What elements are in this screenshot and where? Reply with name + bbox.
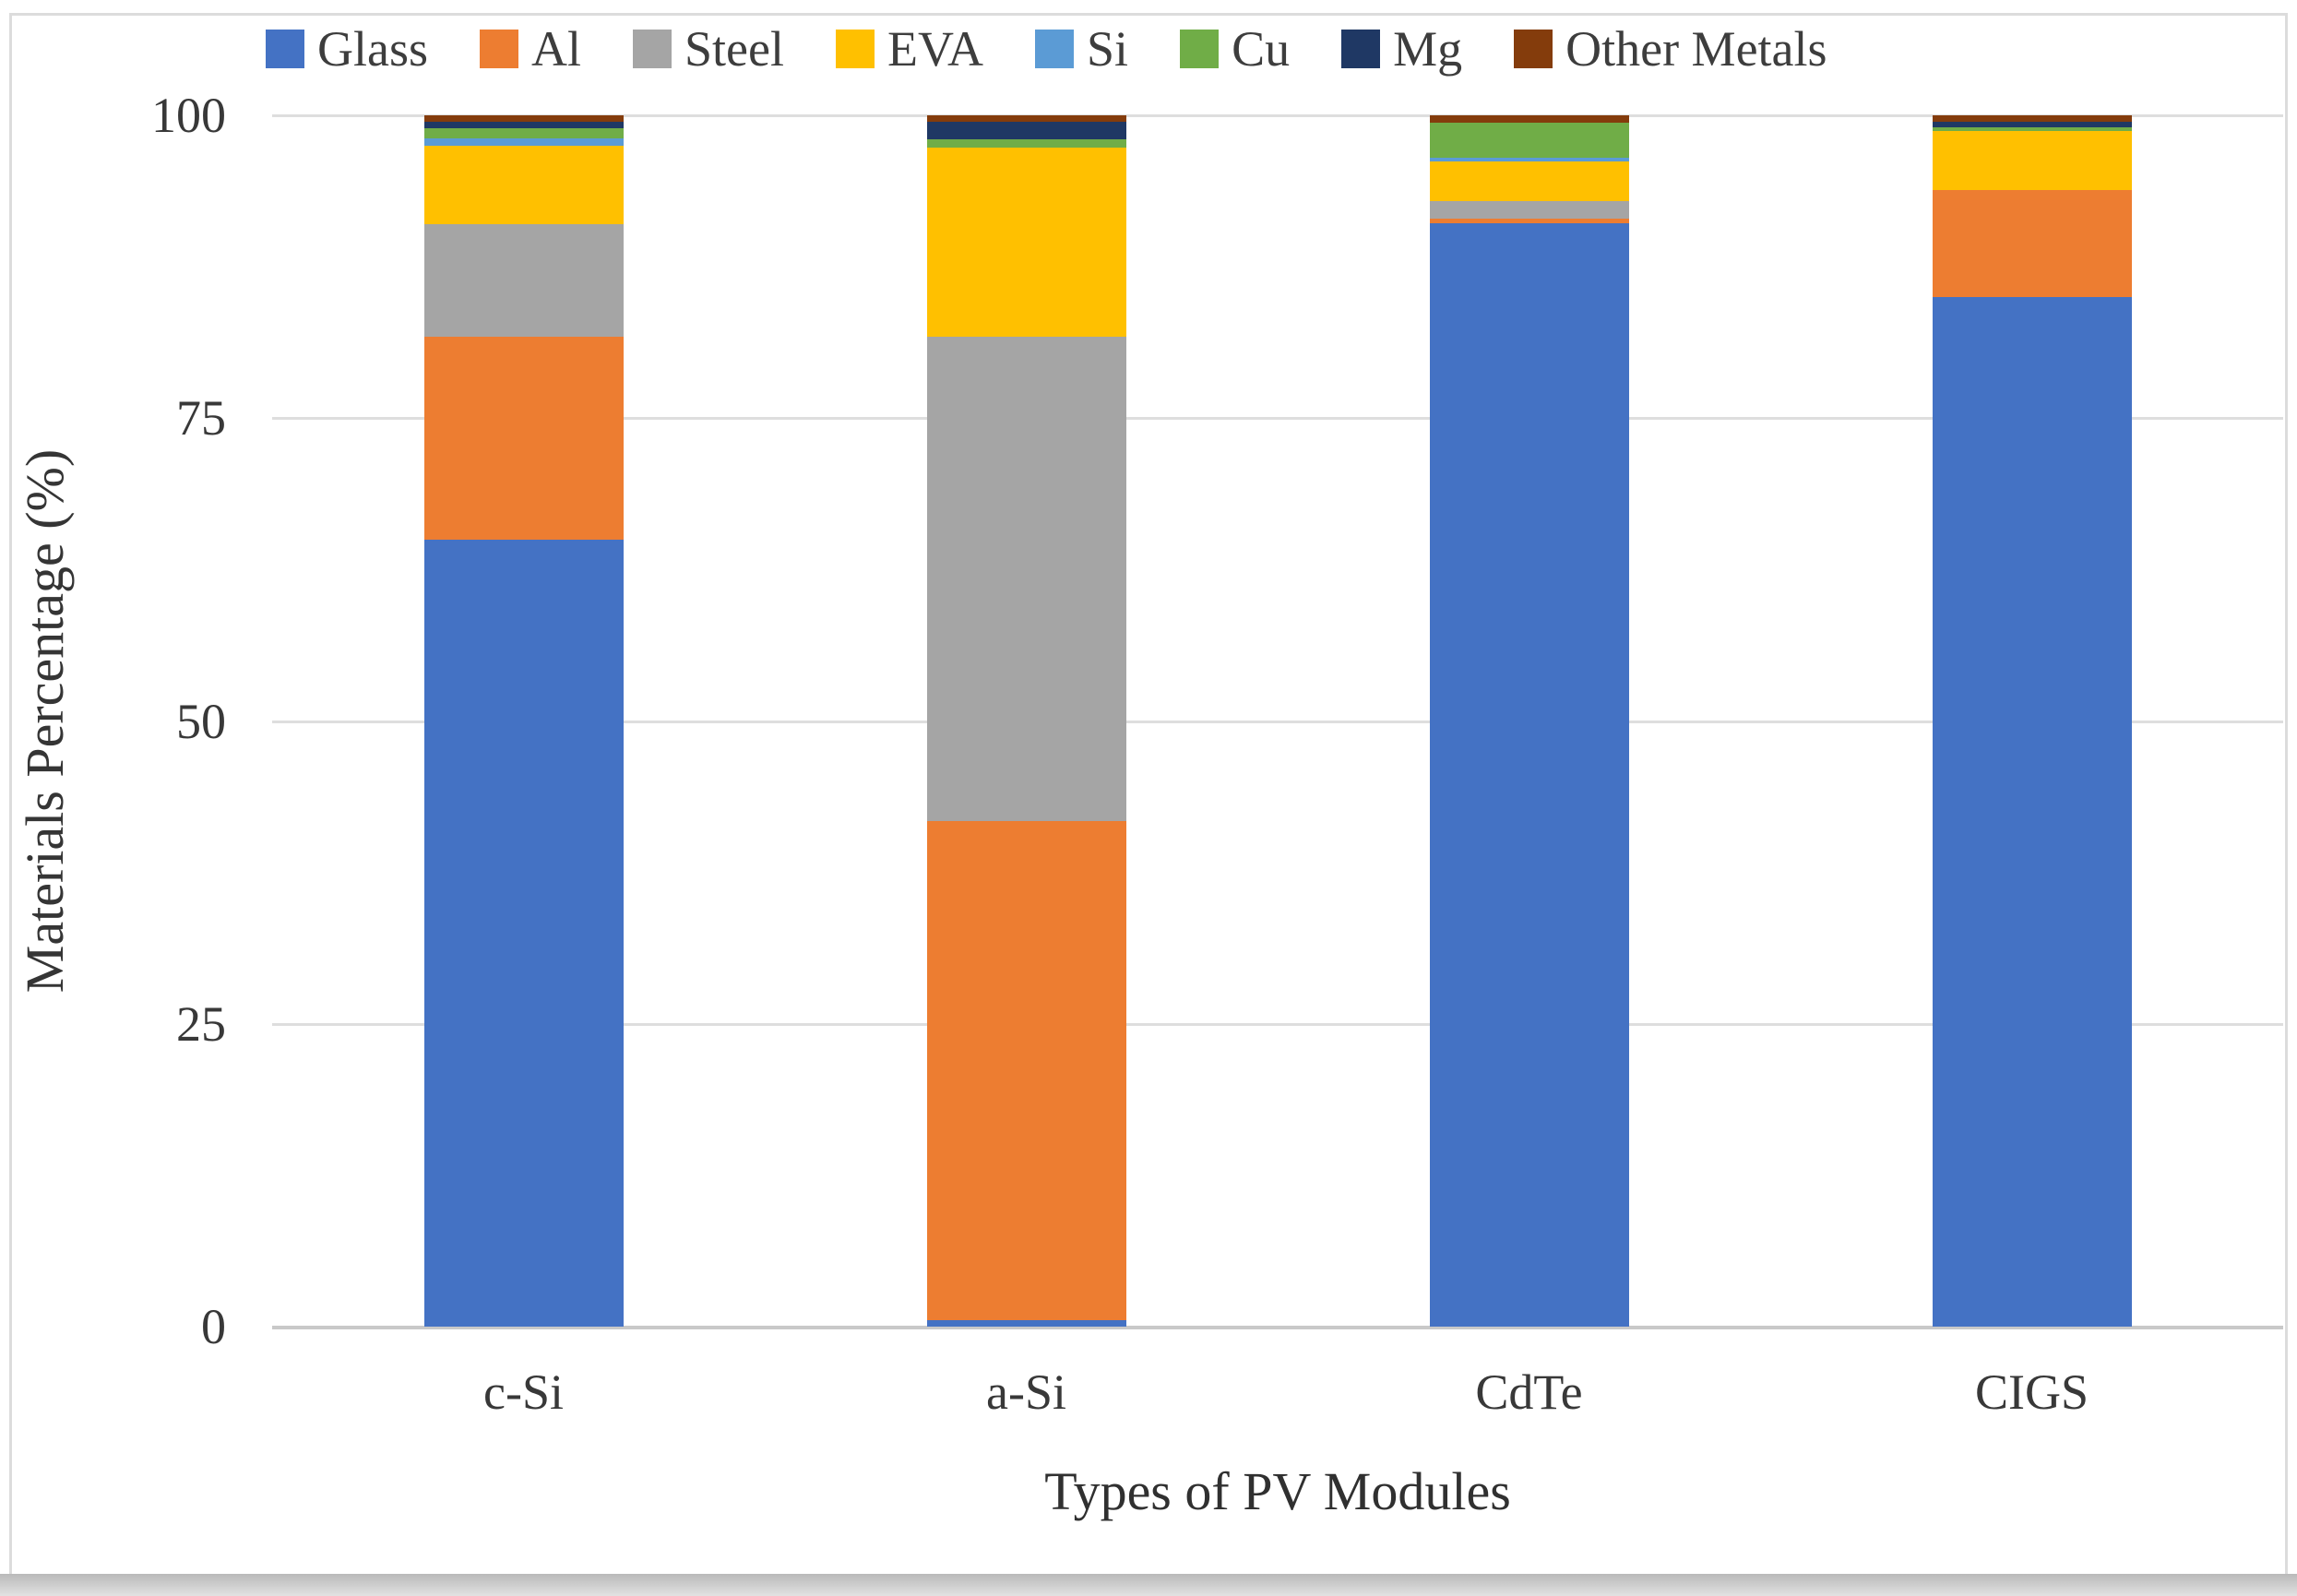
plot-area (272, 114, 2283, 1329)
bar-segment-c-si-other-metals (423, 115, 624, 122)
legend-label: Glass (317, 21, 428, 77)
bar-segment-cigs-other-metals (1932, 115, 2132, 122)
legend-swatch-icon (1035, 30, 1075, 68)
legend-item-al: Al (480, 24, 581, 74)
y-axis-title: Materials Percentage (%) (13, 115, 77, 1327)
y-tick-label-75: 75 (176, 390, 226, 447)
legend-swatch-icon (1514, 30, 1553, 68)
legend-label: Si (1087, 21, 1129, 77)
legend-item-other-metals: Other Metals (1514, 24, 1827, 74)
legend-label: Cu (1232, 21, 1291, 77)
bar-segment-c-si-cu (423, 128, 624, 138)
legend-swatch-icon (1180, 30, 1220, 68)
bar-segment-cdte-si (1429, 157, 1629, 161)
chart-legend: Glass Al Steel EVA Si Cu Mg Other Metals (266, 24, 2260, 74)
legend-item-cu: Cu (1180, 24, 1290, 74)
bar-segment-c-si-steel (423, 224, 624, 338)
gridline-25 (272, 1022, 2283, 1026)
stacked-bar-cigs (1932, 115, 2132, 1327)
x-category-label-cdte: CdTe (1475, 1364, 1583, 1420)
bar-segment-cdte-eva (1429, 161, 1629, 202)
bar-segment-cdte-al (1429, 218, 1629, 223)
bar-segment-cdte-steel (1429, 201, 1629, 219)
legend-label: Al (531, 21, 581, 77)
bar-segment-cigs-al (1932, 190, 2132, 297)
stacked-bar-a-si (926, 115, 1126, 1327)
x-axis-title: Types of PV Modules (1044, 1461, 1511, 1521)
bar-segment-a-si-other-metals (926, 115, 1126, 122)
legend-swatch-icon (835, 30, 875, 68)
bar-segment-a-si-glass (926, 1320, 1126, 1327)
bar-segment-c-si-eva (423, 145, 624, 225)
bar-segment-cigs-mg (1932, 121, 2132, 128)
figure-frame (9, 13, 2288, 1578)
legend-swatch-icon (633, 30, 672, 68)
bar-segment-c-si-si (423, 137, 624, 146)
bar-segment-cdte-other-metals (1429, 115, 1629, 123)
legend-label: Steel (684, 21, 784, 77)
legend-label: Mg (1393, 21, 1463, 77)
stacked-bar-cdte (1429, 115, 1629, 1327)
y-tick-label-0: 0 (201, 1299, 226, 1354)
bar-segment-cdte-cu (1429, 122, 1629, 158)
legend-swatch-icon (1341, 30, 1381, 68)
y-tick-label-25: 25 (176, 995, 226, 1052)
bar-segment-cdte-glass (1429, 222, 1629, 1327)
bar-segment-a-si-eva (926, 148, 1126, 338)
legend-item-glass: Glass (266, 24, 428, 74)
bar-segment-c-si-mg (423, 121, 624, 129)
x-axis-category-labels: c-Si a-Si CdTe CIGS (272, 1364, 2283, 1421)
x-axis-line (272, 1326, 2283, 1329)
y-tick-label-100: 100 (151, 88, 226, 143)
gridline-75 (272, 417, 2283, 421)
y-tick-label-50: 50 (176, 693, 226, 749)
legend-item-si: Si (1035, 24, 1128, 74)
y-axis-title-text: Materials Percentage (%) (15, 448, 76, 994)
bar-segment-a-si-steel (926, 337, 1126, 822)
gridline-50 (272, 720, 2283, 723)
x-category-label-c-si: c-Si (483, 1364, 564, 1420)
bar-segment-cigs-cu (1932, 127, 2132, 132)
category-slot-a-si (775, 115, 1278, 1327)
category-slot-cdte (1278, 115, 1780, 1327)
bar-segment-cigs-glass (1932, 296, 2132, 1327)
legend-item-mg: Mg (1341, 24, 1462, 74)
bars-layer (272, 115, 2283, 1327)
figure-bottom-edge (0, 1574, 2297, 1596)
bar-segment-cigs-eva (1932, 131, 2132, 191)
x-category-label-cigs: CIGS (1974, 1364, 2089, 1420)
category-slot-c-si (272, 115, 775, 1327)
gridline-100 (272, 114, 2283, 117)
bar-segment-a-si-mg (926, 121, 1126, 140)
bar-segment-a-si-al (926, 821, 1126, 1321)
x-category-label-a-si: a-Si (986, 1364, 1066, 1420)
legend-swatch-icon (266, 30, 304, 68)
bar-segment-c-si-al (423, 337, 624, 540)
bar-segment-a-si-cu (926, 139, 1126, 149)
stacked-bar-c-si (423, 115, 624, 1327)
bar-segment-c-si-glass (423, 539, 624, 1327)
legend-item-eva: EVA (835, 21, 984, 77)
category-slot-cigs (1780, 115, 2283, 1327)
legend-item-steel: Steel (633, 24, 784, 74)
legend-label: Other Metals (1565, 21, 1827, 77)
legend-swatch-icon (480, 30, 518, 68)
legend-label: EVA (887, 21, 984, 77)
